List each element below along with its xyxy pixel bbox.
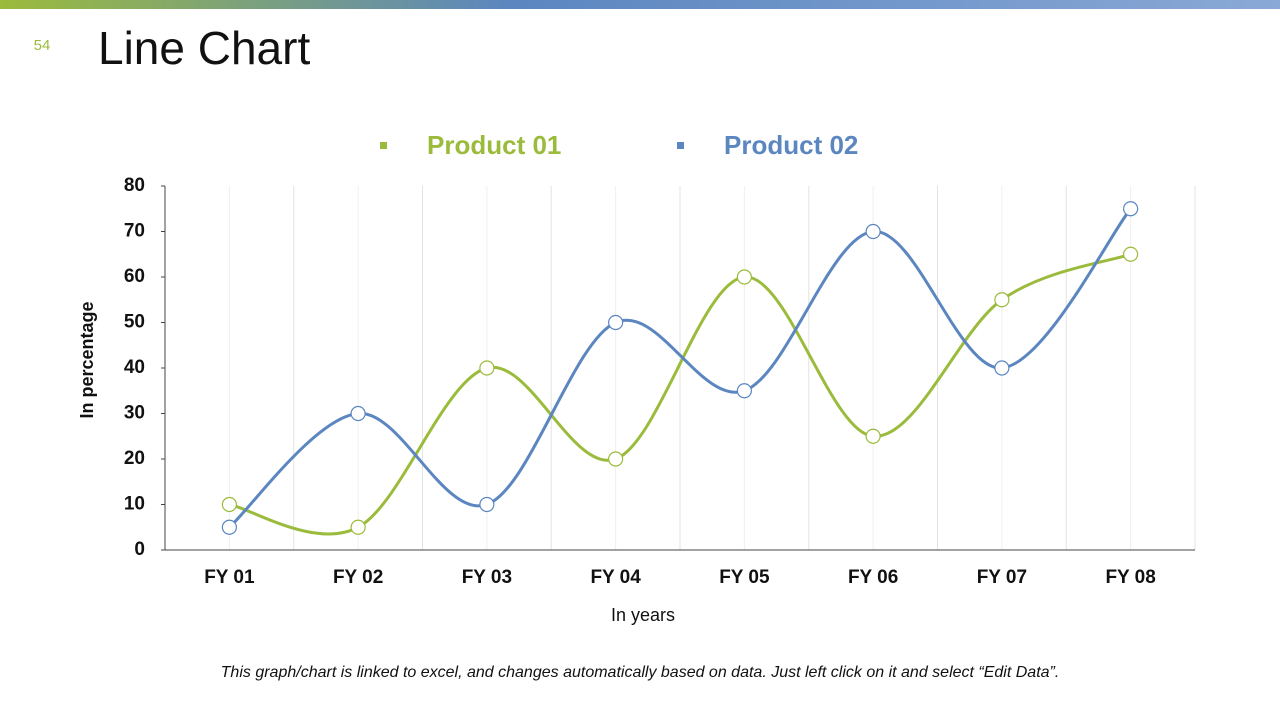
y-tick-label: 10 xyxy=(124,494,145,515)
data-point xyxy=(221,519,237,535)
x-tick-label: FY 04 xyxy=(590,567,641,588)
data-point xyxy=(736,383,752,399)
x-tick-label: FY 03 xyxy=(462,567,512,588)
legend-label: Product 01 xyxy=(427,130,561,160)
y-tick-label: 40 xyxy=(124,357,145,378)
y-tick-label: 0 xyxy=(134,539,145,560)
top-bar xyxy=(0,0,1280,9)
data-point xyxy=(608,314,624,331)
y-tick-label: 60 xyxy=(124,266,145,287)
data-point xyxy=(865,428,881,444)
x-tick-label: FY 07 xyxy=(977,567,1027,588)
y-tick-label: 20 xyxy=(124,448,145,469)
legend-marker xyxy=(380,142,387,149)
data-point xyxy=(1123,201,1139,217)
x-tick-label: FY 05 xyxy=(719,567,770,588)
series-line xyxy=(229,252,1132,536)
y-tick-label: 70 xyxy=(124,221,145,242)
data-point xyxy=(736,269,752,285)
x-tick-label: FY 08 xyxy=(1105,567,1155,588)
data-point xyxy=(994,360,1010,376)
chart-title: Line Chart xyxy=(98,22,310,74)
data-point xyxy=(865,223,881,240)
series-line xyxy=(228,207,1132,529)
data-point xyxy=(221,496,237,513)
legend-marker xyxy=(677,142,684,149)
data-point xyxy=(479,496,495,513)
data-point xyxy=(994,292,1010,308)
x-tick-label: FY 02 xyxy=(333,567,383,588)
data-point xyxy=(1123,246,1139,262)
legend-label: Product 02 xyxy=(724,130,858,160)
data-point xyxy=(608,451,624,467)
y-tick-label: 80 xyxy=(124,175,145,196)
x-tick-label: FY 01 xyxy=(204,567,255,588)
data-point xyxy=(350,519,366,535)
data-point xyxy=(479,360,495,376)
data-point xyxy=(350,405,366,422)
y-tick-label: 30 xyxy=(124,403,145,424)
y-tick-label: 50 xyxy=(124,312,145,333)
slide-number: 54 xyxy=(34,37,51,54)
x-axis-title: In years xyxy=(611,605,675,625)
footnote: This graph/chart is linked to excel, and… xyxy=(221,664,1060,681)
x-tick-label: FY 06 xyxy=(848,567,898,588)
y-axis-title: In percentage xyxy=(77,301,97,418)
